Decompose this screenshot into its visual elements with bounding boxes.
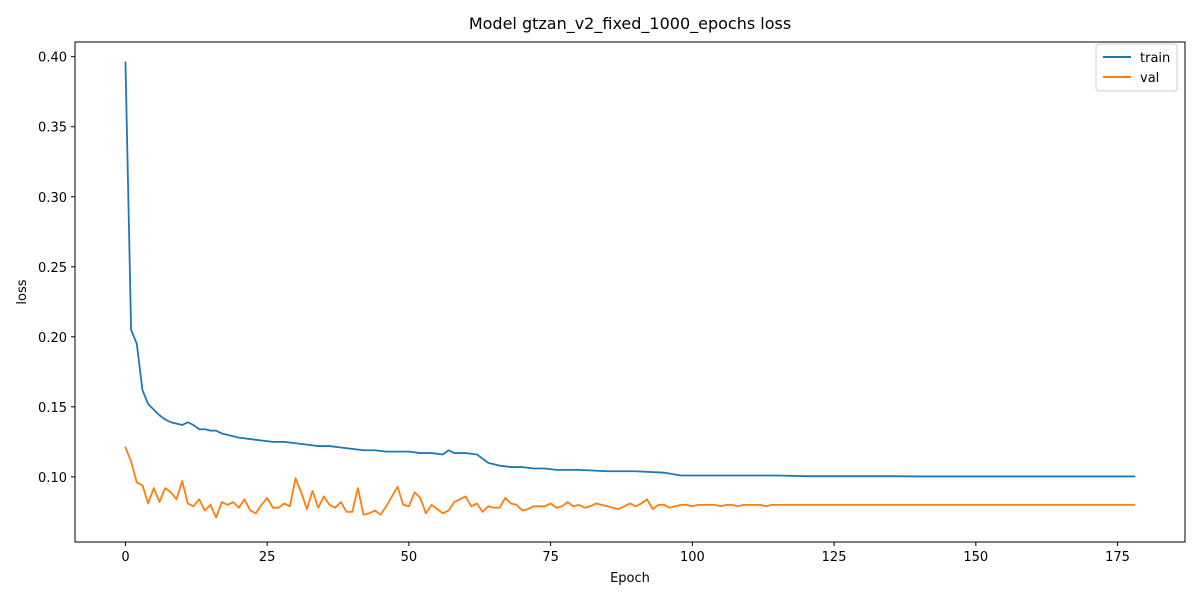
- legend-label-val: val: [1140, 71, 1159, 86]
- x-tick-label: 0: [121, 550, 129, 565]
- legend-label-train: train: [1140, 51, 1170, 66]
- x-tick-label: 75: [542, 550, 559, 565]
- y-tick-label: 0.40: [38, 51, 67, 66]
- x-tick-label: 125: [822, 550, 847, 565]
- legend-box: [1095, 43, 1178, 92]
- series-line-val: [124, 446, 1136, 519]
- y-tick-label: 0.10: [38, 471, 67, 486]
- legend: train val: [1095, 43, 1178, 92]
- y-axis: 0.10 0.15 0.20 0.25 0.30 0.35 0.40: [38, 51, 75, 486]
- y-tick-label: 0.30: [38, 191, 67, 206]
- series-line-train: [124, 61, 1136, 478]
- x-tick-label: 25: [259, 550, 276, 565]
- y-axis-label: loss: [15, 279, 30, 304]
- x-tick-label: 50: [401, 550, 418, 565]
- x-axis: 0 25 50 75 100 125 150 175: [121, 542, 1130, 565]
- chart-title: Model gtzan_v2_fixed_1000_epochs loss: [469, 14, 791, 34]
- x-tick-label: 175: [1105, 550, 1130, 565]
- x-tick-label: 100: [680, 550, 705, 565]
- series-layer: [124, 61, 1136, 519]
- y-tick-label: 0.25: [38, 261, 67, 276]
- plot-frame: [74, 41, 1186, 543]
- x-axis-label: Epoch: [610, 571, 650, 586]
- y-tick-label: 0.20: [38, 331, 67, 346]
- x-tick-label: 150: [963, 550, 988, 565]
- y-tick-label: 0.15: [38, 401, 67, 416]
- y-tick-label: 0.35: [38, 121, 67, 136]
